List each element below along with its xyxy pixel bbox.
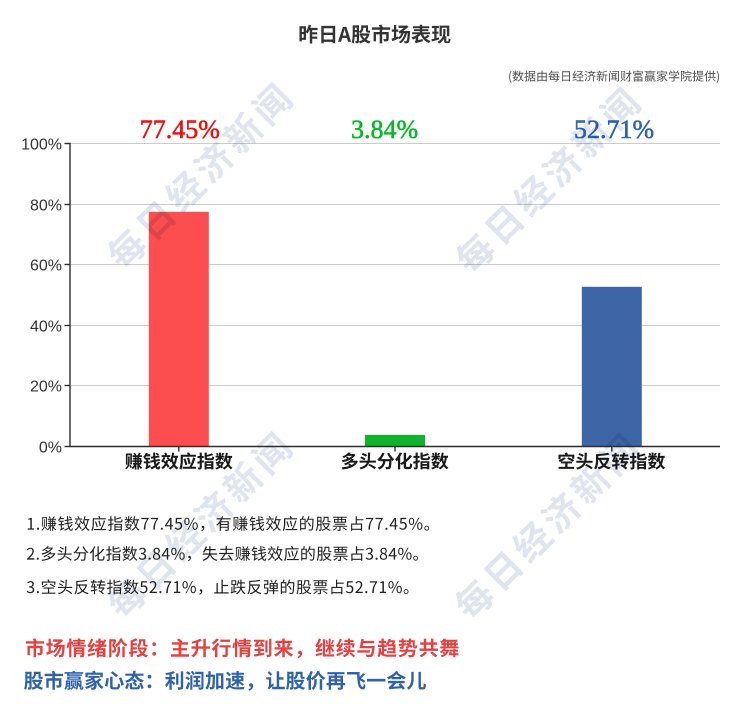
svg-text:0%: 0% <box>39 439 62 456</box>
svg-text:40%: 40% <box>30 318 62 335</box>
svg-text:100%: 100% <box>21 136 62 153</box>
svg-text:77.45%: 77.45% <box>140 115 220 144</box>
svg-text:80%: 80% <box>30 197 62 214</box>
svg-text:20%: 20% <box>30 378 62 395</box>
svg-text:3.84%: 3.84% <box>351 115 418 144</box>
svg-text:60%: 60% <box>30 257 62 274</box>
